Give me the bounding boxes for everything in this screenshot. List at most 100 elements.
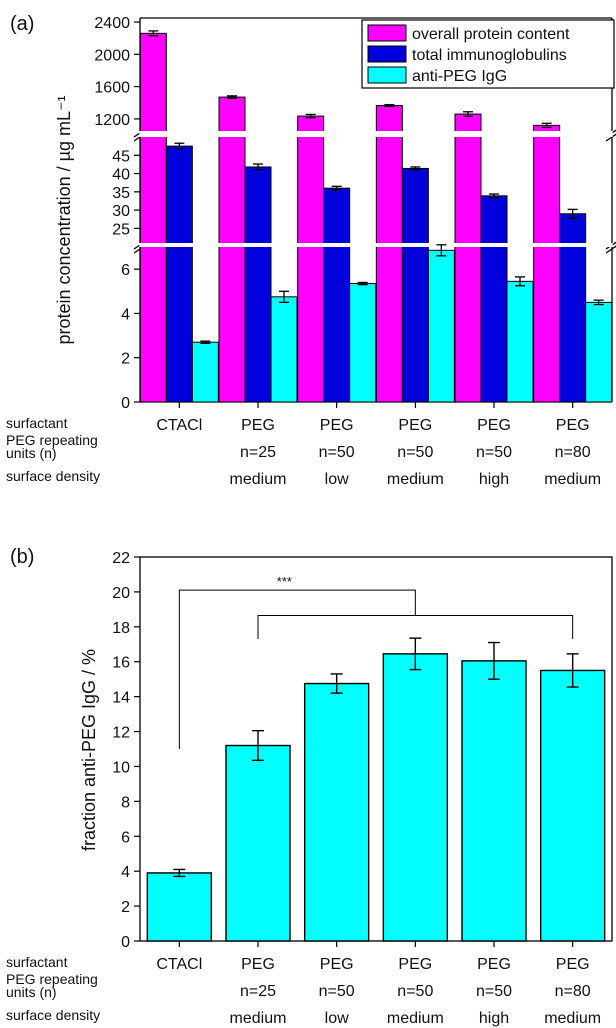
panel-b-bars — [146, 637, 606, 942]
panel-b-y-tick-label: 18 — [112, 620, 130, 637]
panel-a-legend-label: anti-PEG IgG — [412, 68, 507, 85]
panel-b-y-tick-label: 10 — [112, 759, 130, 776]
panel-a-y-tick-label: 40 — [112, 167, 130, 184]
panel-b-category-surfactant: PEG — [398, 956, 432, 973]
panel-a-surfactant-row-label: surfactant — [6, 415, 68, 431]
panel-a-legend-label: total immunoglobulins — [412, 47, 567, 64]
panel-b-surfactant-row-label: surfactant — [6, 954, 68, 970]
panel-a-category-repeat-units: n=50 — [476, 444, 512, 461]
panel-a-bar — [349, 283, 377, 403]
panel-a-category-surfactant: PEG — [398, 417, 432, 434]
panel-a-category-repeat-units: n=50 — [319, 444, 355, 461]
panel-a-bar-break-gap — [322, 243, 351, 247]
panel-b-significance: *** — [178, 574, 574, 749]
panel-a-bar-break-gap — [584, 243, 613, 247]
panel-b-category-surface-density: medium — [544, 1010, 601, 1027]
panel-a-bar — [585, 301, 613, 403]
panel-a-category-surface-density: medium — [230, 471, 287, 488]
panel-b-plot-frame — [139, 556, 613, 942]
panel-b-y-tick-label: 16 — [112, 655, 130, 672]
panel-b-category-surface-density: high — [479, 1010, 509, 1027]
panel-b-category-repeat-units: n=25 — [240, 983, 276, 1000]
panel-a-repeat-row-label: units (n) — [6, 445, 57, 461]
panel-a-bar-break-gap — [244, 243, 272, 247]
panel-a-y-tick-label: 2000 — [94, 47, 130, 64]
panel-a-bar-break-gap — [506, 243, 534, 247]
panel-a-bar-break-gap — [348, 243, 377, 247]
panel-a-bar-break-gap — [191, 131, 220, 137]
panel-a-category-surfactant: PEG — [556, 417, 590, 434]
panel-a-category-repeat-units: n=25 — [240, 444, 276, 461]
panel-a-bar-break-gap — [348, 131, 377, 137]
panel-a-bar — [139, 32, 167, 403]
panel-a-bar — [244, 166, 272, 403]
panel-a-bar-break-gap — [584, 131, 613, 137]
panel-a-category-surfactant: PEG — [477, 417, 511, 434]
panel-a-bar-break-gap — [532, 131, 561, 137]
panel-b-category-surfactant: PEG — [477, 956, 511, 973]
panel-b-y-tick-label: 8 — [121, 794, 130, 811]
panel-b-bar — [225, 744, 291, 942]
panel-a-repeat-row-label: PEG repeating — [6, 432, 98, 448]
panel-b-repeat-row-label: PEG repeating — [6, 971, 98, 987]
panel-a-y-tick-label: 1600 — [94, 80, 130, 97]
panel-a-category-surface-density: medium — [544, 471, 601, 488]
panel-b-bracket-upper — [178, 589, 416, 749]
panel-a-category-surface-density: medium — [387, 471, 444, 488]
panel-a-bar-break-gap — [480, 243, 508, 247]
panel-a-category-surface-density: high — [479, 471, 509, 488]
panel-a-bars — [139, 30, 613, 403]
panel-a-bar-break-gap — [558, 131, 587, 137]
panel-b-category-surface-density: medium — [387, 1010, 444, 1027]
panel-b-y-axis-label: fraction anti-PEG IgG / % — [79, 649, 99, 851]
panel-a-bar-break-gap — [296, 243, 325, 247]
panel-b-category-surfactant: PEG — [556, 956, 590, 973]
panel-a-bar-break-gap — [270, 243, 298, 247]
panel-a-bar — [165, 145, 193, 403]
panel-a-bar-break-gap — [375, 243, 404, 247]
panel-b-y-tick-label: 2 — [121, 899, 130, 916]
panel-a: (a) protein concentration / µg mL⁻¹ 0 2 4 6… — [6, 13, 616, 488]
panel-a-bar-break-gap — [427, 131, 456, 137]
panel-a-axis-break-mark — [605, 245, 616, 254]
panel-a-bar-break-gap — [191, 243, 220, 247]
panel-a-y-tick-label: 1200 — [94, 112, 130, 129]
panel-a-bar-break-gap — [322, 131, 351, 137]
panel-a-legend: overall protein content total immunoglobu… — [361, 19, 615, 89]
panel-a-y-tick-label: 2 — [121, 351, 130, 368]
panel-a-y-tick-label: 2400 — [94, 15, 130, 32]
panel-a-bar-break-gap — [165, 131, 194, 137]
panel-b-category-repeat-units: n=80 — [555, 983, 591, 1000]
panel-b-category-repeat-units: n=50 — [476, 983, 512, 1000]
panel-b-category-repeat-units: n=50 — [319, 983, 355, 1000]
panel-a-bar — [533, 124, 561, 403]
panel-b-y-tick-label: 14 — [112, 690, 130, 707]
panel-a-bar — [480, 195, 508, 403]
panel-b-label: (b) — [10, 546, 34, 568]
panel-a-y-tick-label: 30 — [112, 203, 130, 220]
panel-a-bar-break-gap — [244, 131, 272, 137]
panel-a-y-tick-label: 0 — [121, 395, 130, 412]
panel-a-y-tick-label: 45 — [112, 148, 130, 165]
panel-a-bar — [454, 113, 482, 403]
panel-a-bar — [323, 187, 351, 403]
panel-b-category-repeat-units: n=50 — [397, 983, 433, 1000]
panel-b-axes: 0 2 4 6 8 10 12 14 16 18 20 22 — [112, 550, 613, 951]
panel-b-bracket-lower — [257, 614, 574, 640]
panel-a-bar-break-gap — [139, 131, 168, 137]
panel-b-bar — [303, 682, 370, 942]
panel-a-bar-break-gap — [454, 131, 482, 137]
panel-b-y-tick-label: 4 — [121, 864, 130, 881]
panel-b: (b) fraction anti-PEG IgG / % 0 2 4 6 8 10 12 1… — [6, 546, 613, 1027]
panel-a-legend-label: overall protein content — [412, 26, 570, 43]
panel-a-category-repeat-units: n=80 — [555, 444, 591, 461]
panel-a-bar-break-gap — [375, 131, 404, 137]
panel-b-y-tick-label: 6 — [121, 829, 130, 846]
panel-a-bar-break-gap — [532, 243, 561, 247]
panel-b-y-tick-label: 20 — [112, 585, 130, 602]
panel-b-category-surfactant: PEG — [241, 956, 275, 973]
panel-b-y-tick-label: 0 — [121, 934, 130, 951]
panel-a-bar — [375, 105, 403, 403]
